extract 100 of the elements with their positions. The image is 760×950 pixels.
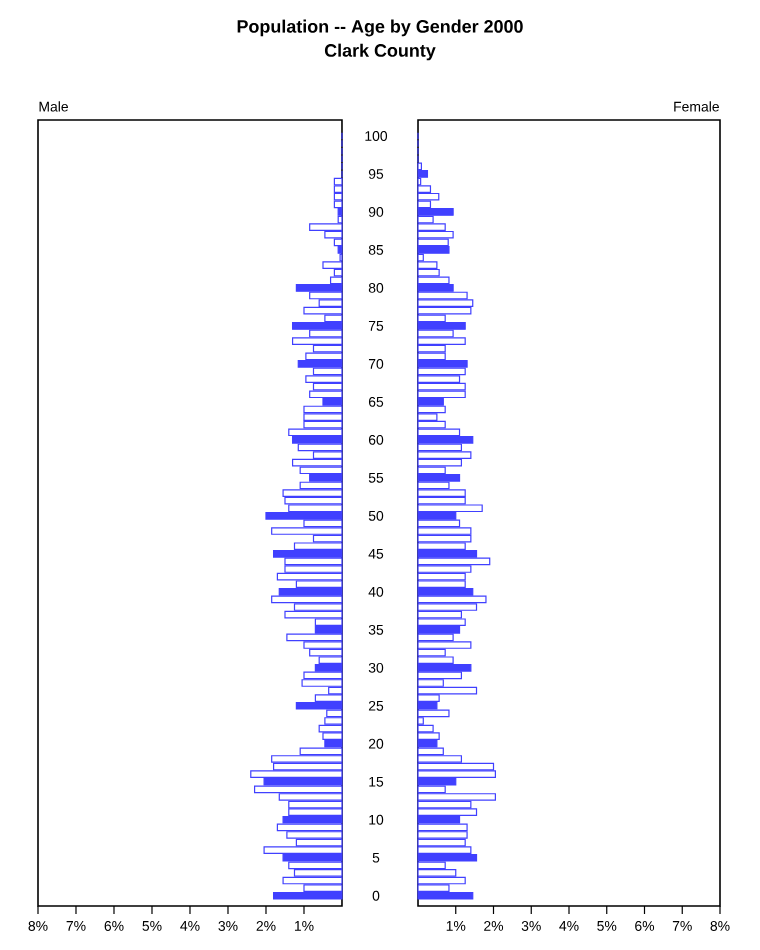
- bar: [417, 770, 496, 779]
- bar: [291, 458, 343, 467]
- bar: [333, 185, 343, 193]
- bar: [324, 717, 343, 725]
- bar: [417, 572, 466, 581]
- bar: [417, 261, 438, 269]
- bar: [305, 352, 343, 361]
- bar: [417, 891, 474, 900]
- bar: [417, 489, 466, 497]
- bar: [417, 709, 450, 718]
- bar: [322, 261, 343, 269]
- bar: [312, 382, 343, 391]
- bar: [303, 413, 343, 421]
- bar: [417, 382, 466, 391]
- bar: [322, 732, 343, 741]
- bar: [272, 550, 343, 558]
- bar: [276, 572, 343, 581]
- bar: [417, 276, 450, 285]
- bar: [417, 436, 474, 444]
- bar: [417, 413, 438, 421]
- bar: [291, 436, 343, 444]
- bar: [253, 785, 343, 794]
- bar: [305, 375, 343, 383]
- bar: [288, 808, 343, 816]
- bar: [284, 565, 343, 573]
- bar: [417, 580, 466, 589]
- bar: [417, 739, 438, 748]
- bar: [417, 390, 466, 399]
- bar: [417, 527, 472, 535]
- bar: [417, 808, 478, 816]
- bar: [417, 823, 468, 832]
- bar: [417, 534, 472, 543]
- bar: [417, 625, 461, 634]
- bar: [333, 192, 343, 201]
- bar: [417, 375, 461, 383]
- bar: [291, 337, 343, 345]
- bar: [417, 367, 466, 376]
- bar: [417, 831, 468, 839]
- bar: [417, 299, 474, 307]
- bar: [272, 891, 343, 900]
- bar: [333, 200, 343, 209]
- bar: [309, 223, 343, 231]
- bar: [295, 284, 343, 292]
- bar: [417, 360, 468, 368]
- bar: [318, 724, 343, 733]
- bar: [282, 489, 343, 497]
- bar: [417, 793, 496, 801]
- bar: [299, 466, 343, 475]
- bar: [303, 306, 343, 315]
- text: Clark County: [324, 43, 436, 61]
- bar: [417, 557, 491, 566]
- bar: [265, 512, 343, 520]
- bar: [417, 322, 466, 330]
- bar: [417, 724, 434, 733]
- bar: [282, 815, 343, 824]
- bar: [333, 177, 343, 186]
- bar: [417, 306, 472, 315]
- bar: [284, 496, 343, 505]
- bar: [417, 846, 472, 854]
- bar: [417, 223, 446, 231]
- bar: [295, 701, 343, 710]
- bar: [417, 246, 450, 254]
- bar: [417, 170, 429, 178]
- bar: [417, 291, 468, 300]
- bar: [417, 504, 483, 513]
- bar: [271, 595, 343, 604]
- bar: [417, 618, 466, 627]
- bar: [417, 641, 472, 649]
- bar: [417, 474, 461, 482]
- bar: [271, 527, 343, 535]
- bar: [309, 648, 343, 657]
- bar: [288, 428, 343, 437]
- bar: [284, 610, 343, 619]
- bar: [417, 686, 478, 695]
- bar: [276, 823, 343, 832]
- bar: [291, 322, 343, 330]
- bar: [417, 451, 472, 459]
- bar: [278, 587, 343, 596]
- bar: [301, 679, 343, 687]
- bar: [417, 238, 449, 247]
- bar: [417, 595, 487, 604]
- bar: [417, 762, 495, 771]
- bar: [417, 185, 432, 193]
- bar: [417, 663, 472, 672]
- bar: [417, 192, 440, 201]
- bar: [417, 405, 446, 414]
- bar: [309, 390, 343, 399]
- bar: [417, 876, 466, 885]
- bar: [297, 360, 343, 368]
- bar: [303, 671, 343, 680]
- bar: [250, 770, 343, 779]
- bar: [417, 208, 454, 216]
- bar: [282, 876, 343, 885]
- bar: [286, 633, 343, 642]
- bar: [417, 838, 466, 847]
- bar: [288, 861, 343, 870]
- bar: [417, 230, 454, 239]
- bar: [271, 755, 343, 763]
- bar: [417, 732, 440, 741]
- bar: [263, 846, 343, 854]
